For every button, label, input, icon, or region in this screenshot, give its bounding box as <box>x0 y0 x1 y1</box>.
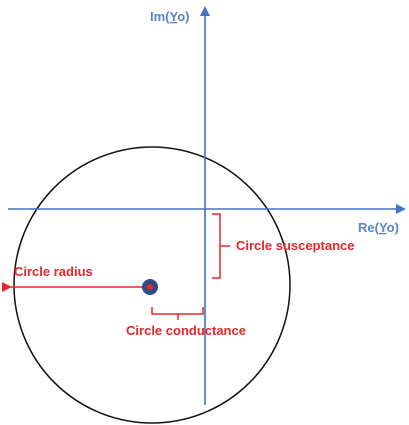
radius-label: Circle radius <box>14 264 93 279</box>
imaginary-axis-label: Im(Yo) <box>150 9 190 24</box>
susceptance-label: Circle susceptance <box>236 238 355 253</box>
label-part: o) <box>177 9 189 24</box>
label-part: Y <box>170 9 179 24</box>
center-point <box>147 284 153 290</box>
label-part: Re( <box>358 220 380 235</box>
admittance-circle <box>13 146 291 424</box>
conductance-label: Circle conductance <box>126 323 246 338</box>
susceptance-bracket <box>212 213 230 279</box>
label-part: Im( <box>150 9 170 24</box>
label-part: Y <box>379 220 388 235</box>
real-axis-label: Re(Yo) <box>358 220 399 235</box>
conductance-bracket <box>151 307 204 320</box>
label-part: o) <box>387 220 399 235</box>
